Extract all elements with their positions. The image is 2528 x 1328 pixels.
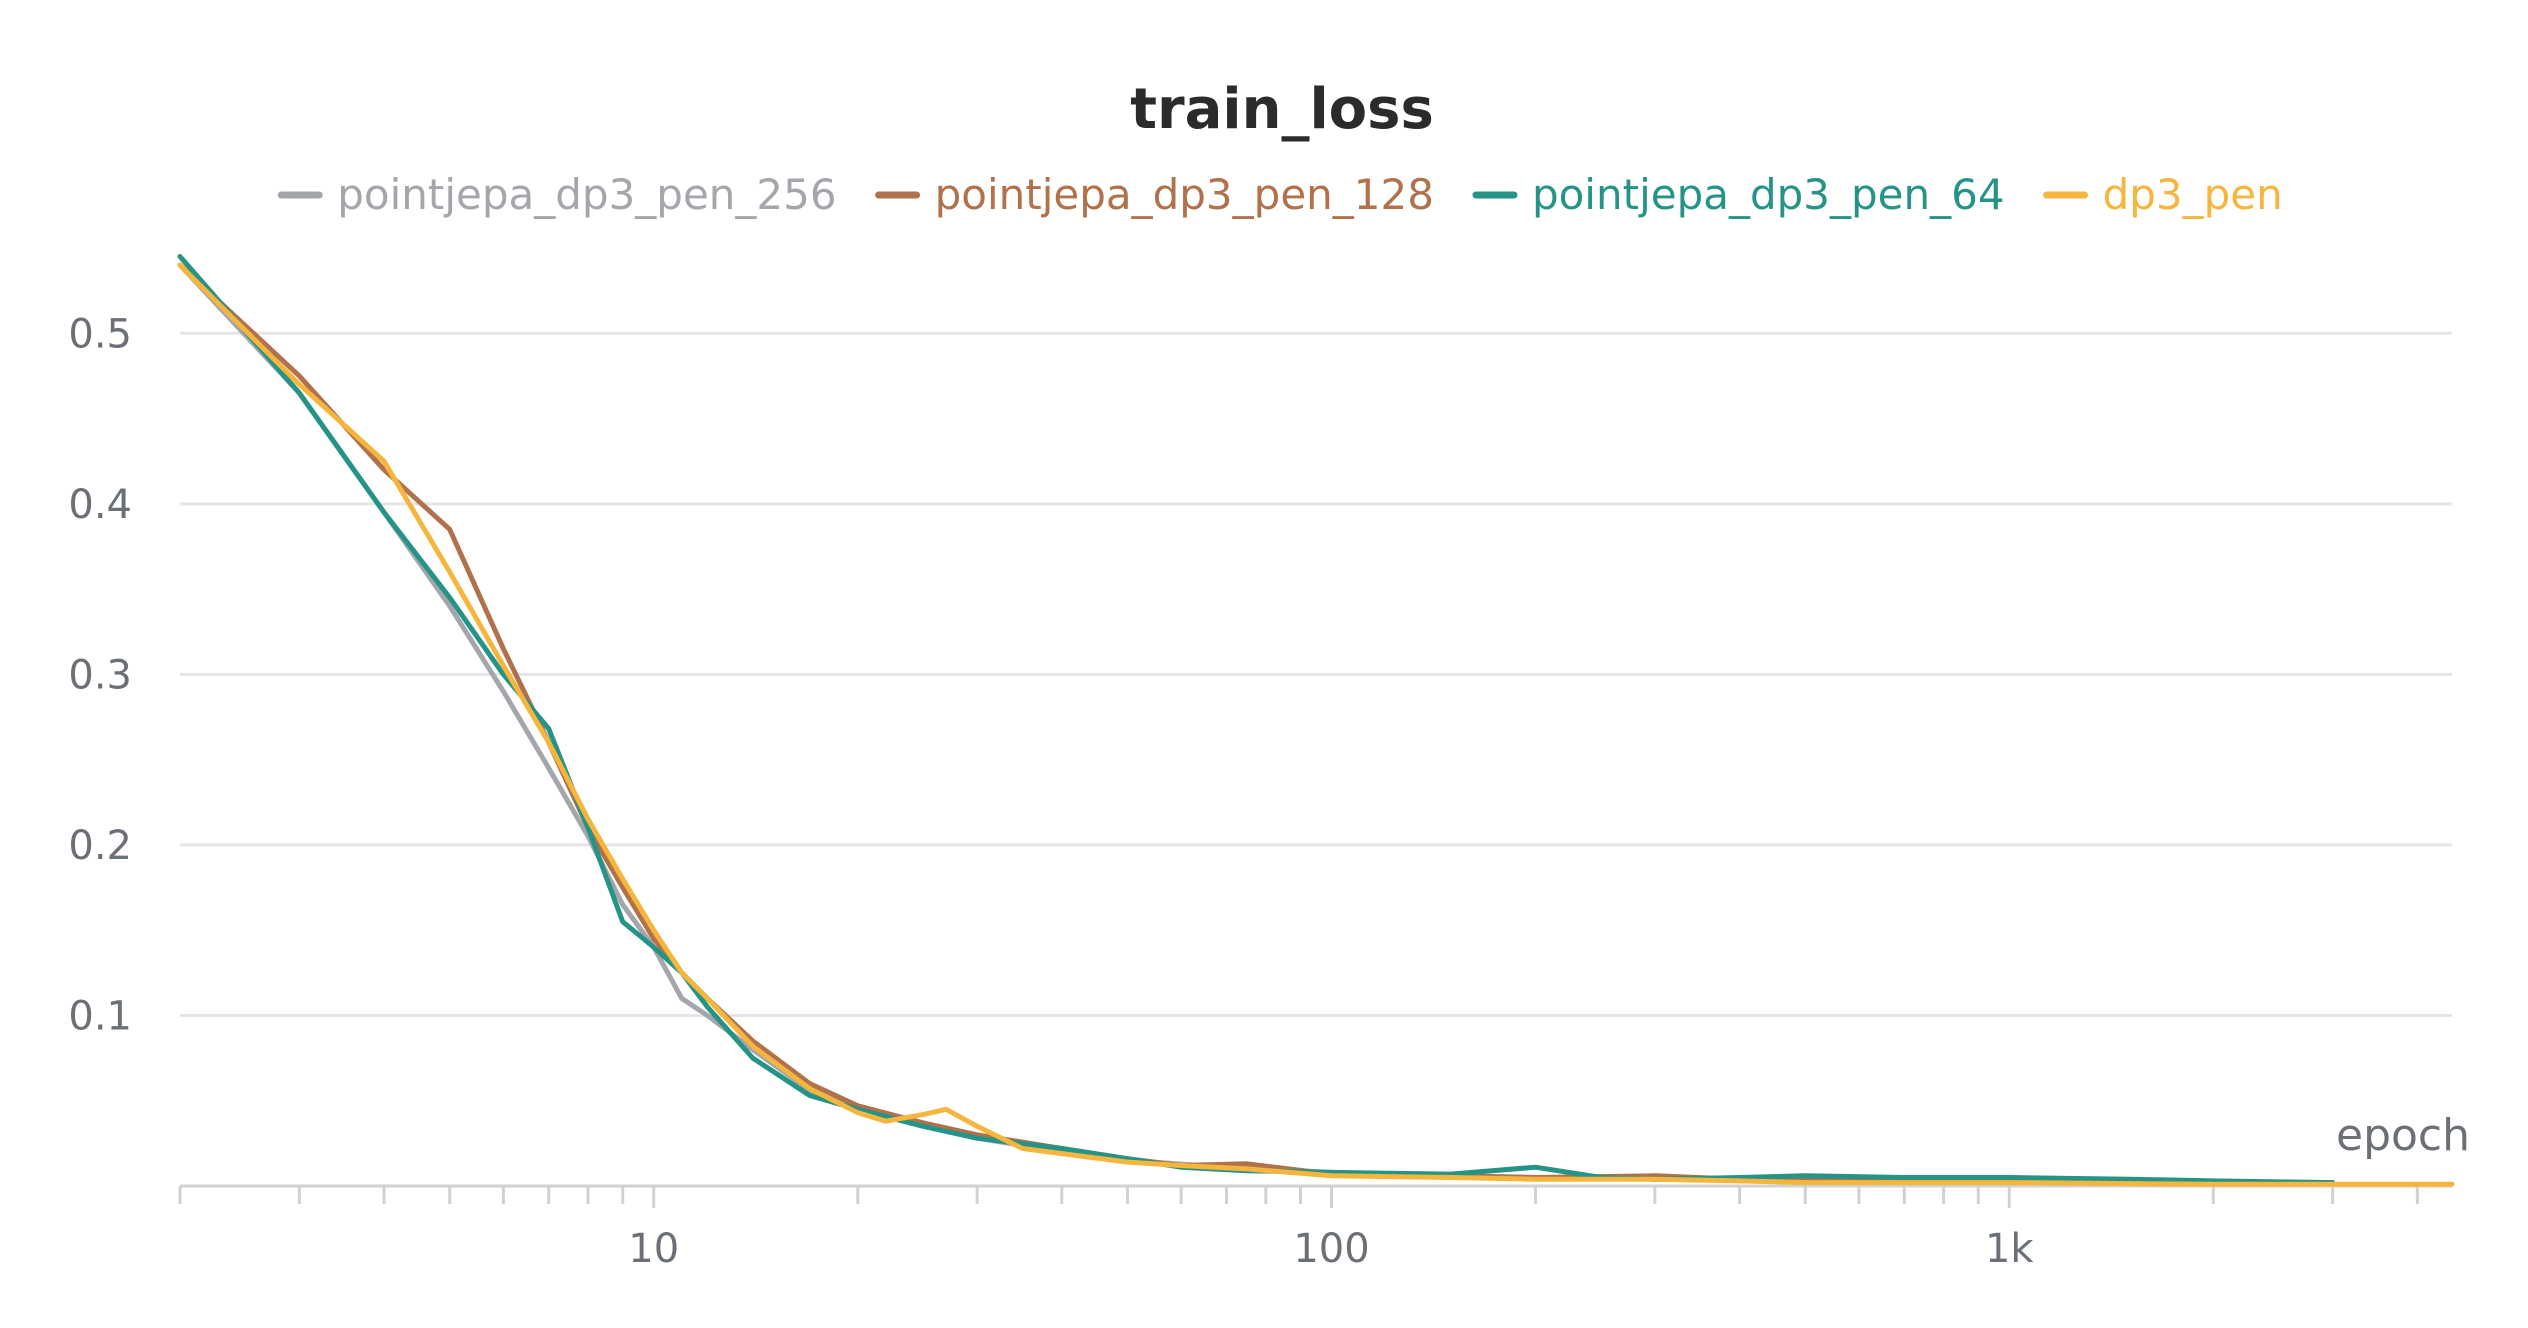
- legend-label: pointjepa_dp3_pen_128: [935, 170, 1434, 219]
- legend-item: dp3_pen: [2043, 170, 2283, 219]
- legend-item: pointjepa_dp3_pen_128: [875, 170, 1434, 219]
- y-tick-label: 0.3: [68, 652, 132, 698]
- x-tick-label: 1k: [1985, 1226, 2034, 1272]
- series-line-pointjepa_dp3_pen_64: [177, 254, 2336, 1186]
- grid: 0.1 0.2 0.3 0.4 0.5: [68, 311, 2452, 1039]
- legend-item: pointjepa_dp3_pen_256: [277, 170, 837, 219]
- legend-label: pointjepa_dp3_pen_64: [1532, 170, 2005, 219]
- y-tick-label: 0.2: [68, 823, 132, 869]
- x-axis-label: epoch: [2336, 1110, 2470, 1161]
- legend-item: pointjepa_dp3_pen_64: [1472, 170, 2005, 219]
- series-line-dp3_pen: [177, 262, 2455, 1187]
- series-line-pointjepa_dp3_pen_256: [177, 262, 2336, 1186]
- x-tick-label: 10: [628, 1226, 679, 1272]
- y-tick-label: 0.1: [68, 993, 132, 1039]
- y-tick-label: 0.5: [68, 311, 132, 357]
- chart-title: train_loss: [1130, 77, 1434, 142]
- series-line-pointjepa_dp3_pen_128: [177, 262, 2336, 1186]
- legend: pointjepa_dp3_pen_256 pointjepa_dp3_pen_1…: [277, 170, 2283, 219]
- legend-label: dp3_pen: [2103, 170, 2283, 219]
- legend-label: pointjepa_dp3_pen_256: [337, 170, 836, 219]
- x-tick-label: 100: [1293, 1226, 1369, 1272]
- axes: 10 100 1k: [178, 1184, 2452, 1272]
- y-tick-label: 0.4: [68, 482, 132, 528]
- plot-area: [177, 254, 2455, 1187]
